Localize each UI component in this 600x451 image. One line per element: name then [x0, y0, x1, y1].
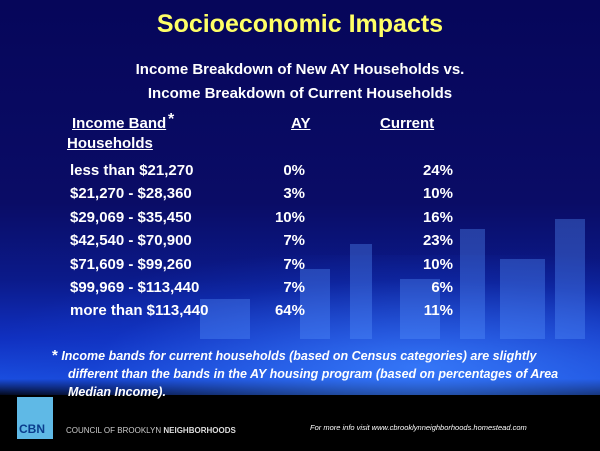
- cell-current: 10%: [422, 255, 453, 273]
- city-skyline-background: [0, 219, 600, 395]
- table-row: $99,969 - $113,440 7% 6%: [0, 279, 600, 299]
- table-row: $42,540 - $70,900 7% 23%: [0, 232, 600, 252]
- cell-current: 10%: [422, 185, 453, 203]
- table-row: $29,069 - $35,450 10% 16%: [0, 209, 600, 229]
- cell-current: 23%: [422, 232, 453, 250]
- cell-ay: 7%: [283, 232, 305, 250]
- cbn-logo: CBN: [17, 397, 53, 439]
- cell-band: more than $113,440: [70, 302, 209, 320]
- more-info-text: For more info visit www.cbrooklynneighbo…: [310, 423, 527, 432]
- cell-ay: 64%: [274, 302, 305, 320]
- cell-ay: 10%: [274, 208, 305, 226]
- cell-ay: 7%: [283, 255, 305, 273]
- cell-current: 6%: [431, 279, 453, 296]
- subtitle-1: Income Breakdown of New AY Households vs…: [135, 61, 465, 78]
- header-asterisk: *: [168, 111, 175, 128]
- cell-band: less than $21,270: [70, 162, 194, 179]
- cell-ay: 7%: [283, 279, 305, 296]
- cell-band: $99,969 - $113,440: [70, 279, 200, 296]
- footnote: * Income bands for current households (b…: [52, 347, 559, 399]
- cell-band: $29,069 - $35,450: [70, 208, 192, 226]
- table-row: less than $21,270 0% 24%: [0, 162, 600, 182]
- cell-current: 11%: [423, 302, 453, 320]
- cell-current: 24%: [422, 162, 453, 179]
- table-row: more than $113,440 64% 11%: [0, 302, 600, 322]
- cell-current: 16%: [422, 208, 453, 226]
- slide-title: Socioeconomic Impacts: [156, 10, 444, 38]
- organization-name: COUNCIL OF BROOKLYN NEIGHBORHOODS: [66, 426, 236, 435]
- subtitle-2: Income Breakdown of Current Households: [147, 85, 453, 102]
- table-row: $21,270 - $28,360 3% 10%: [0, 185, 600, 205]
- cell-band: $42,540 - $70,900: [70, 232, 192, 250]
- cell-ay: 0%: [283, 162, 305, 179]
- header-current: Current: [380, 115, 435, 132]
- cell-band: $21,270 - $28,360: [70, 185, 192, 203]
- header-households: Households: [67, 135, 153, 152]
- footer-bar: [0, 395, 600, 451]
- header-income-band: Income Band: [72, 115, 167, 132]
- header-ay: AY: [291, 115, 311, 132]
- cell-ay: 3%: [283, 185, 305, 203]
- table-row: $71,609 - $99,260 7% 10%: [0, 256, 600, 276]
- cell-band: $71,609 - $99,260: [70, 255, 192, 273]
